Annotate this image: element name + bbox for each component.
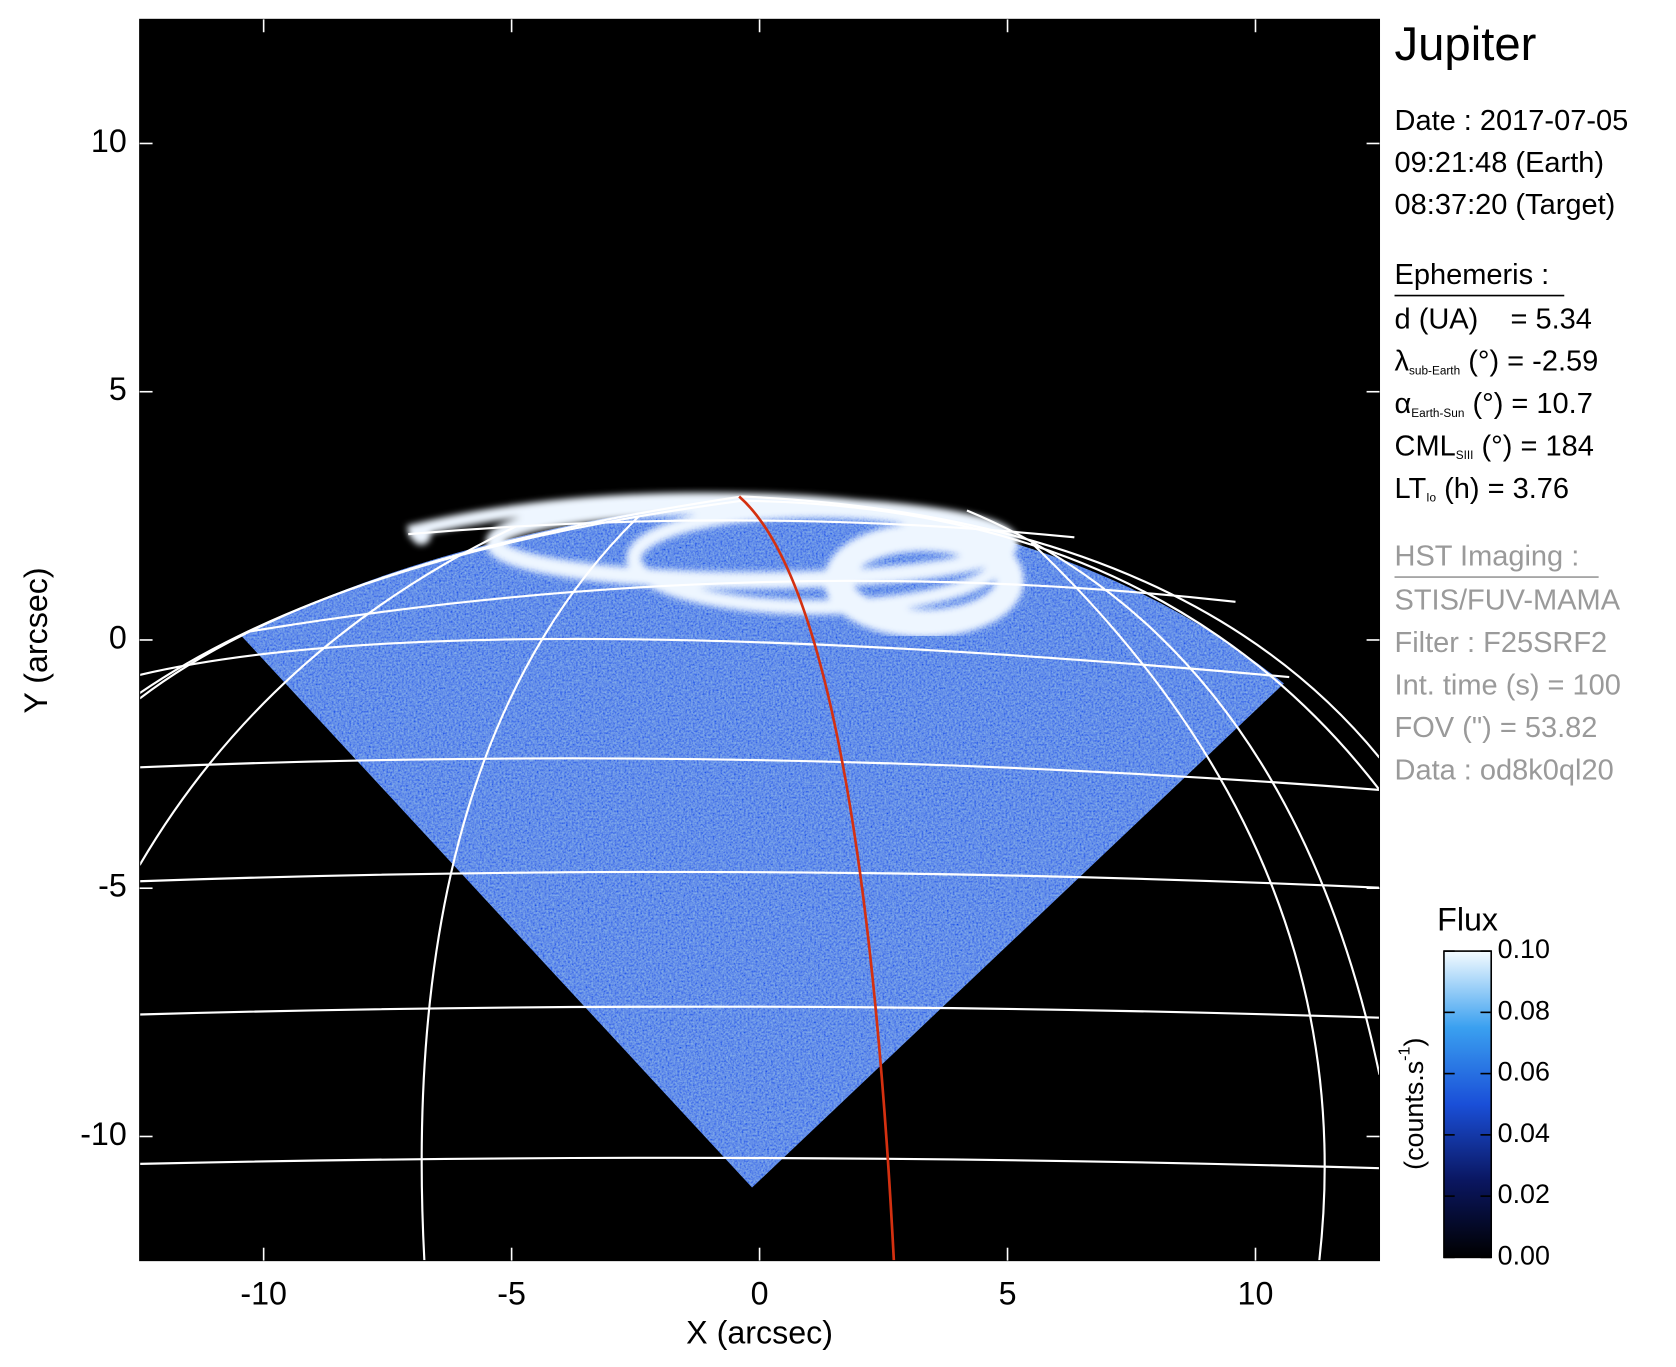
ephemeris-text: (°) = -2.59 — [1460, 345, 1598, 377]
ephemeris-symbol: λ — [1395, 345, 1410, 377]
colorbar-tick-label: 0.04 — [1498, 1118, 1550, 1148]
imaging-title: HST Imaging : — [1395, 540, 1580, 572]
ephemeris-text: (°) = 184 — [1473, 430, 1593, 462]
date-line: Date : 2017-07-05 — [1395, 105, 1629, 137]
y-axis-title: Y (arcsec) — [18, 567, 54, 713]
central-meridian — [738, 495, 896, 1261]
ephemeris-line: d (UA) = 5.34 — [1395, 303, 1592, 335]
ephemeris-sub: SIII — [1456, 448, 1474, 462]
imaging-line: STIS/FUV-MAMA — [1395, 584, 1621, 616]
ephemeris-line: LTIo (h) = 3.76 — [1395, 473, 1570, 505]
colorbar — [1443, 950, 1493, 1259]
ephemeris-line: αEarth-Sun (°) = 10.7 — [1395, 388, 1593, 420]
y-tick-label: 10 — [91, 123, 127, 159]
ephemeris-line: CMLSIII (°) = 184 — [1395, 430, 1594, 462]
ephemeris-sub: Earth-Sun — [1411, 406, 1464, 420]
imaging-line: FOV (") = 53.82 — [1395, 712, 1598, 744]
imaging-line: Filter : F25SRF2 — [1395, 627, 1608, 659]
colorbar-label: (counts.s-1) — [1396, 1038, 1430, 1170]
colorbar-tick-label: 0.00 — [1498, 1240, 1550, 1270]
y-tick-label: 5 — [109, 371, 127, 407]
colorbar-title: Flux — [1437, 902, 1498, 938]
ephemeris-text: (°) = 10.7 — [1464, 388, 1592, 420]
observed-noise — [241, 496, 1284, 1188]
ephemeris-sub: sub-Earth — [1409, 363, 1460, 377]
ephemeris-symbol: LT — [1395, 473, 1427, 505]
y-tick-label: -10 — [80, 1116, 127, 1152]
ephemeris-text: (h) = 3.76 — [1436, 473, 1569, 505]
colorbar-tick-label: 0.08 — [1498, 995, 1550, 1025]
x-tick-label: 5 — [999, 1276, 1017, 1312]
imaging-line: Int. time (s) = 100 — [1395, 670, 1621, 702]
x-tick-label: -5 — [497, 1276, 526, 1312]
lat-lon-grid — [139, 495, 1380, 1261]
y-tick-label: 0 — [109, 619, 127, 655]
colorbar-label-end: ) — [1399, 1038, 1429, 1047]
ephemeris-symbol: α — [1395, 388, 1412, 420]
ephemeris-symbol: CML — [1395, 430, 1456, 462]
colorbar-tick-label: 0.02 — [1498, 1179, 1550, 1209]
imaging-line: Data : od8k0ql20 — [1395, 755, 1614, 787]
colorbar-tick-label: 0.10 — [1498, 934, 1550, 964]
x-tick-label: 10 — [1238, 1276, 1274, 1312]
date-line: 09:21:48 (Earth) — [1395, 147, 1605, 179]
ephemeris-title: Ephemeris : — [1395, 259, 1550, 291]
x-tick-label: 0 — [751, 1276, 769, 1312]
date-line: 08:37:20 (Target) — [1395, 189, 1616, 221]
y-tick-label: -5 — [98, 868, 127, 904]
colorbar-tick-label: 0.06 — [1498, 1057, 1550, 1087]
ephemeris-text: d (UA) = 5.34 — [1395, 303, 1592, 335]
title: Jupiter — [1395, 18, 1537, 71]
colorbar-label-sup: -1 — [1396, 1046, 1414, 1060]
ephemeris-sub: Io — [1426, 491, 1436, 505]
plot-image — [139, 19, 1380, 1261]
colorbar-label-text: (counts.s — [1399, 1061, 1429, 1170]
x-axis-title: X (arcsec) — [686, 1314, 833, 1350]
ephemeris-line: λsub-Earth (°) = -2.59 — [1395, 345, 1599, 377]
x-tick-label: -10 — [240, 1276, 287, 1312]
